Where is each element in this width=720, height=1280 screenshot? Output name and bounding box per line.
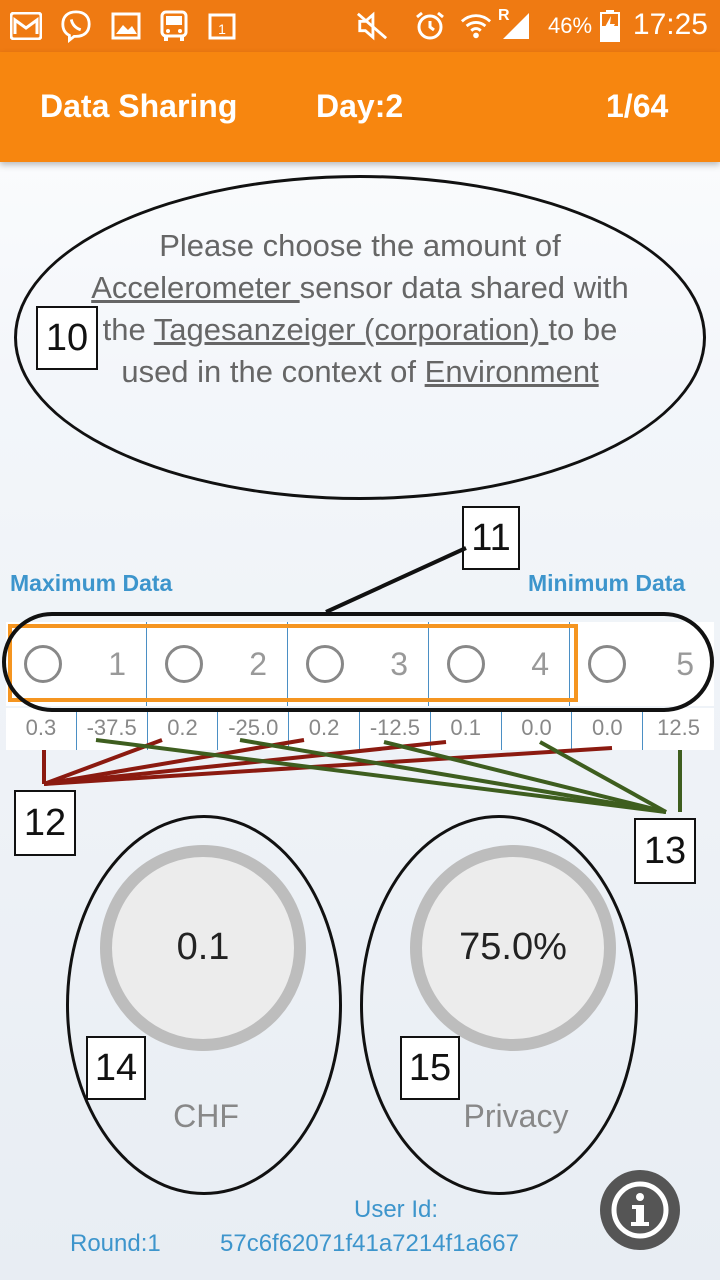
value-cell: 12.5	[643, 708, 714, 750]
bus-icon	[158, 10, 190, 42]
roaming-indicator: R	[498, 7, 510, 24]
radio-button[interactable]	[165, 645, 203, 683]
annotation-12: 12	[14, 790, 76, 856]
green-line	[539, 740, 667, 814]
info-button[interactable]	[600, 1170, 680, 1250]
value-cell: 0.0	[501, 708, 573, 750]
user-id-label: User Id:	[354, 1196, 439, 1223]
option-4[interactable]: 4	[429, 622, 570, 706]
annotation-11: 11	[462, 506, 520, 570]
privacy-value: 75.0%	[459, 926, 567, 968]
question-bubble-outline	[14, 175, 706, 500]
svg-text:1: 1	[218, 21, 226, 37]
option-label: 2	[249, 646, 267, 682]
value-cell: 0.0	[572, 708, 644, 750]
gmail-icon	[10, 10, 42, 42]
option-3[interactable]: 3	[288, 622, 429, 706]
status-bar: 1 R 46% 17:25	[0, 0, 720, 52]
money-label: CHF	[173, 1098, 239, 1134]
user-id-value: 57c6f62071f41a7214f1a667	[220, 1230, 519, 1257]
value-cell: -12.5	[360, 708, 431, 750]
minimum-data-label: Minimum Data	[528, 570, 686, 596]
privacy-label: Privacy	[463, 1098, 569, 1134]
annotation-line-11	[325, 546, 467, 614]
value-cell: -25.0	[218, 708, 290, 750]
option-label: 4	[531, 646, 549, 682]
question-part-3: to be used in the context of	[121, 312, 618, 389]
value-cell: 0.2	[147, 708, 219, 750]
green-annotation-lines	[95, 738, 682, 814]
app-bar: Data Sharing Day:2 1/64	[0, 52, 720, 162]
data-amount-selector: 1 2 3 4 5	[6, 622, 714, 706]
option-2[interactable]: 2	[147, 622, 288, 706]
recipient-link[interactable]: Tagesanzeiger (corporation)	[153, 312, 549, 347]
context-link[interactable]: Environment	[424, 354, 599, 389]
option-label: 3	[390, 646, 408, 682]
red-line	[43, 746, 613, 786]
question-part-2: sensor data shared with the	[102, 270, 629, 347]
signal-icon	[500, 10, 532, 42]
annotation-13: 13	[634, 818, 696, 884]
radio-button[interactable]	[306, 645, 344, 683]
radio-button[interactable]	[447, 645, 485, 683]
option-label: 1	[108, 646, 126, 682]
battery-percentage: 46%	[548, 13, 593, 38]
calendar-icon: 1	[206, 10, 238, 42]
annotation-oval-11	[2, 612, 714, 712]
green-line	[239, 738, 667, 814]
round-indicator: Round:1	[70, 1230, 161, 1257]
question-progress: 1/64	[606, 88, 669, 124]
alarm-icon	[414, 10, 446, 42]
battery-charging-icon	[594, 10, 626, 42]
info-icon	[611, 1181, 669, 1239]
money-value: 0.1	[176, 926, 230, 968]
wifi-icon	[460, 10, 492, 42]
gauge-outline-money	[66, 815, 342, 1195]
gauge-outline-privacy	[360, 815, 638, 1195]
page-title: Data Sharing	[40, 88, 238, 124]
sensor-link[interactable]: Accelerometer	[91, 270, 300, 305]
annotation-14: 14	[86, 1036, 146, 1100]
annotation-15: 15	[400, 1036, 460, 1100]
mute-icon	[356, 10, 388, 42]
green-line	[95, 738, 667, 814]
value-cell: 0.1	[430, 708, 502, 750]
value-cell: 0.2	[289, 708, 360, 750]
gallery-icon	[110, 10, 142, 42]
clock: 17:25	[632, 8, 708, 41]
green-line	[383, 740, 667, 814]
value-row: 0.3 -37.5 0.2 -25.0 0.2 -12.5 0.1 0.0 0.…	[6, 708, 714, 750]
radio-button[interactable]	[588, 645, 626, 683]
question-part-1: Please choose the amount of	[159, 228, 561, 263]
value-cell: -37.5	[76, 708, 148, 750]
viber-icon	[60, 10, 92, 43]
question-text: Please choose the amount of Acceleromete…	[70, 225, 650, 393]
day-indicator: Day:2	[316, 88, 404, 124]
maximum-data-label: Maximum Data	[10, 570, 173, 596]
value-cell: 0.3	[6, 708, 77, 750]
annotation-10: 10	[36, 306, 98, 370]
